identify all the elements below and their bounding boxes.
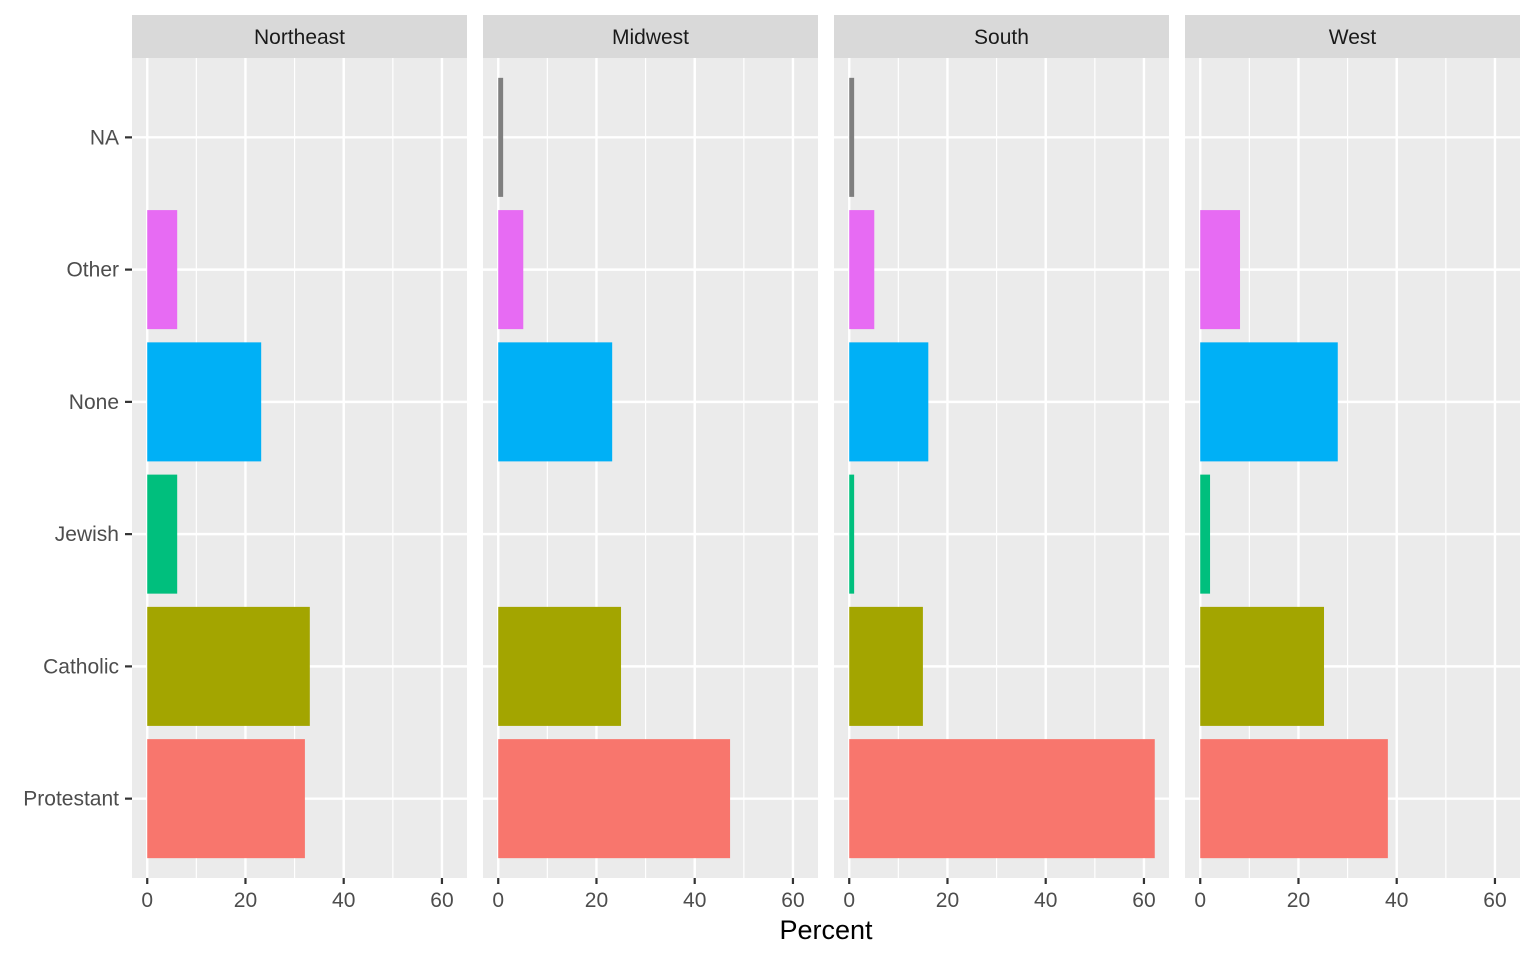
bar-protestant (147, 739, 305, 859)
panel-south: South 0 20 40 60 (834, 15, 1169, 912)
strip-background (834, 15, 1169, 58)
y-tick-label: Jewish (55, 523, 119, 546)
bar-none (147, 342, 262, 462)
bar-na (498, 77, 504, 197)
x-tick-label: 20 (234, 889, 257, 912)
x-tick-label: 0 (141, 889, 153, 912)
bar-other (498, 210, 524, 330)
x-tick-label: 60 (781, 889, 804, 912)
bar-catholic (498, 606, 622, 726)
strip-background (132, 15, 467, 58)
bar-none (498, 342, 613, 462)
strip-label: South (974, 26, 1029, 49)
x-axis-title: Percent (779, 915, 873, 945)
y-tick-label: NA (90, 126, 119, 149)
bar-catholic (1200, 606, 1325, 726)
bar-none (1200, 342, 1338, 462)
y-axis: Protestant Catholic Jewish None Other NA (23, 126, 132, 811)
bar-na (849, 77, 855, 197)
bar-protestant (849, 739, 1155, 859)
x-tick-label: 60 (430, 889, 453, 912)
x-tick-label: 40 (1385, 889, 1408, 912)
y-tick-label: None (69, 391, 119, 414)
bar-jewish (849, 474, 855, 594)
strip-label: West (1329, 26, 1377, 49)
y-tick-label: Other (66, 259, 119, 282)
x-tick-label: 60 (1483, 889, 1506, 912)
panel-midwest: Midwest 0 20 40 60 (483, 15, 818, 912)
strip-label: Midwest (612, 26, 689, 49)
x-tick-label: 0 (843, 889, 855, 912)
bar-catholic (147, 606, 310, 726)
x-tick-label: 0 (1194, 889, 1206, 912)
bar-other (849, 210, 875, 330)
bar-other (1200, 210, 1241, 330)
bar-protestant (498, 739, 731, 859)
x-tick-label: 40 (332, 889, 355, 912)
strip-label: Northeast (254, 26, 345, 49)
y-tick-label: Protestant (23, 788, 119, 811)
x-tick-label: 20 (1287, 889, 1310, 912)
y-tick-label: Catholic (43, 655, 119, 678)
x-tick-label: 40 (683, 889, 706, 912)
strip-background (483, 15, 818, 58)
bar-protestant (1200, 739, 1388, 859)
x-tick-label: 60 (1132, 889, 1155, 912)
bar-catholic (849, 606, 923, 726)
x-tick-label: 40 (1034, 889, 1057, 912)
bar-jewish (1200, 474, 1211, 594)
strip-background (1185, 15, 1520, 58)
x-tick-label: 20 (936, 889, 959, 912)
bar-none (849, 342, 929, 462)
panels-group: Northeast 0 20 40 60 Midwest 0 20 40 60 South 0 20 40… (132, 15, 1520, 912)
x-tick-label: 20 (585, 889, 608, 912)
panel-northeast: Northeast 0 20 40 60 (132, 15, 467, 912)
bar-other (147, 210, 178, 330)
panel-west: West 0 20 40 60 (1185, 15, 1520, 912)
x-tick-label: 0 (492, 889, 504, 912)
bar-jewish (147, 474, 178, 594)
